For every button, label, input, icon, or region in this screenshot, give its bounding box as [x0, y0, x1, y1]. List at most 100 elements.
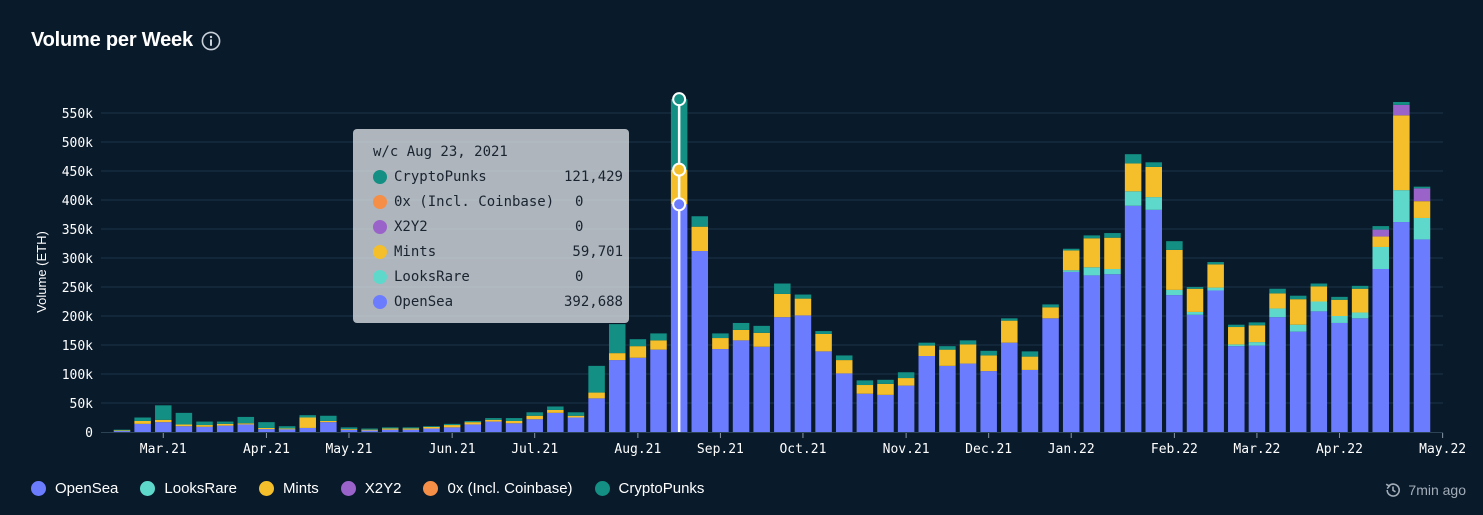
- bar-segment-opensea[interactable]: [340, 429, 358, 432]
- bar-segment-cryptopunks[interactable]: [980, 350, 997, 356]
- legend-item-opensea[interactable]: OpenSea: [31, 480, 118, 497]
- week-bar-8[interactable]: [278, 426, 296, 432]
- bar-segment-mints[interactable]: [278, 428, 296, 430]
- bar-segment-opensea[interactable]: [877, 394, 894, 432]
- bar-segment-cryptopunks[interactable]: [629, 339, 647, 347]
- bar-segment-opensea[interactable]: [547, 412, 564, 432]
- volume-chart[interactable]: 0 50k 100k 150k 200k 250k 300k 350k 400k 450k 500k…: [0, 0, 1483, 470]
- bar-segment-opensea[interactable]: [918, 356, 936, 432]
- bar-segment-opensea[interactable]: [278, 429, 296, 432]
- bar-segment-cryptopunks[interactable]: [1372, 226, 1389, 230]
- bar-segment-cryptopunks[interactable]: [650, 333, 667, 341]
- bar-segment-opensea[interactable]: [402, 429, 420, 432]
- bar-segment-looksrare[interactable]: [1083, 267, 1101, 276]
- bar-segment-opensea[interactable]: [1021, 369, 1039, 432]
- bar-segment-mints[interactable]: [216, 423, 234, 426]
- bar-segment-cryptopunks[interactable]: [939, 346, 956, 350]
- bar-segment-mints[interactable]: [237, 423, 255, 425]
- week-bar-46[interactable]: [1062, 248, 1080, 432]
- week-bar-43[interactable]: [1001, 318, 1018, 432]
- bar-segment-opensea[interactable]: [1104, 274, 1121, 432]
- bar-segment-cryptopunks[interactable]: [258, 422, 275, 428]
- bar-segment-x2y2[interactable]: [1393, 104, 1410, 116]
- bar-segment-opensea[interactable]: [216, 425, 234, 432]
- bar-segment-mints[interactable]: [1062, 250, 1080, 271]
- bar-segment-opensea[interactable]: [382, 429, 399, 432]
- week-bar-57[interactable]: [1289, 295, 1307, 432]
- week-bar-54[interactable]: [1228, 324, 1245, 432]
- bar-segment-looksrare[interactable]: [1062, 270, 1080, 272]
- bar-segment-opensea[interactable]: [629, 357, 647, 432]
- bar-segment-cryptopunks[interactable]: [1145, 162, 1162, 167]
- bar-segment-mints[interactable]: [856, 385, 874, 394]
- bar-segment-opensea[interactable]: [691, 251, 709, 432]
- bar-segment-mints[interactable]: [835, 360, 853, 374]
- bar-segment-opensea[interactable]: [258, 429, 275, 432]
- bar-segment-mints[interactable]: [815, 333, 832, 352]
- bar-segment-looksrare[interactable]: [1393, 190, 1410, 223]
- bar-segment-mints[interactable]: [423, 426, 440, 429]
- bar-segment-cryptopunks[interactable]: [1269, 288, 1286, 294]
- week-bar-42[interactable]: [980, 350, 997, 432]
- bar-segment-opensea[interactable]: [505, 423, 523, 432]
- bar-segment-cryptopunks[interactable]: [691, 216, 709, 227]
- bar-segment-cryptopunks[interactable]: [134, 417, 151, 421]
- week-bar-12[interactable]: [361, 428, 378, 432]
- week-bar-35[interactable]: [835, 355, 853, 432]
- bar-segment-mints[interactable]: [1021, 356, 1039, 370]
- bar-segment-opensea[interactable]: [1269, 317, 1286, 432]
- week-bar-16[interactable]: [443, 423, 461, 432]
- bar-segment-cryptopunks[interactable]: [959, 340, 977, 345]
- bar-segment-opensea[interactable]: [1042, 318, 1059, 432]
- bar-segment-looksrare[interactable]: [1228, 344, 1245, 347]
- bar-segment-looksrare[interactable]: [1124, 191, 1142, 206]
- bar-segment-opensea[interactable]: [1228, 346, 1245, 432]
- bar-segment-cryptopunks[interactable]: [918, 342, 936, 346]
- bar-segment-cryptopunks[interactable]: [608, 324, 626, 354]
- week-bar-5[interactable]: [216, 421, 234, 432]
- info-icon[interactable]: [201, 31, 221, 51]
- bar-segment-mints[interactable]: [939, 349, 956, 366]
- week-bar-29[interactable]: [712, 333, 729, 432]
- week-bar-39[interactable]: [918, 342, 936, 432]
- bar-segment-x2y2[interactable]: [1372, 229, 1389, 237]
- bar-segment-cryptopunks[interactable]: [1124, 154, 1142, 164]
- bar-segment-mints[interactable]: [980, 355, 997, 372]
- bar-segment-mints[interactable]: [1289, 299, 1307, 325]
- bar-segment-mints[interactable]: [382, 428, 399, 430]
- week-bar-20[interactable]: [526, 412, 543, 432]
- week-bar-10[interactable]: [320, 415, 337, 432]
- bar-segment-cryptopunks[interactable]: [299, 415, 316, 418]
- bar-segment-opensea[interactable]: [835, 373, 853, 432]
- bar-segment-cryptopunks[interactable]: [526, 412, 543, 416]
- week-bar-30[interactable]: [732, 322, 750, 432]
- bar-segment-cryptopunks[interactable]: [753, 325, 770, 333]
- bar-segment-mints[interactable]: [1207, 264, 1224, 288]
- bar-segment-mints[interactable]: [877, 383, 894, 395]
- bar-segment-cryptopunks[interactable]: [1042, 304, 1059, 308]
- week-bar-45[interactable]: [1042, 304, 1059, 432]
- bar-segment-mints[interactable]: [691, 226, 709, 252]
- bar-segment-mints[interactable]: [340, 429, 358, 430]
- bar-segment-mints[interactable]: [959, 344, 977, 364]
- bar-segment-cryptopunks[interactable]: [1228, 324, 1245, 328]
- week-bar-2[interactable]: [155, 405, 172, 432]
- bar-segment-looksrare[interactable]: [1104, 269, 1121, 275]
- bar-segment-cryptopunks[interactable]: [1166, 241, 1183, 250]
- week-bar-17[interactable]: [464, 420, 482, 432]
- bar-segment-opensea[interactable]: [1145, 209, 1162, 432]
- bar-segment-mints[interactable]: [1351, 288, 1369, 313]
- bar-segment-mints[interactable]: [320, 420, 337, 423]
- week-bar-34[interactable]: [815, 331, 832, 432]
- bar-segment-mints[interactable]: [1269, 293, 1286, 309]
- bar-segment-opensea[interactable]: [1413, 239, 1431, 432]
- bar-segment-opensea[interactable]: [1289, 331, 1307, 432]
- bar-segment-opensea[interactable]: [608, 360, 626, 432]
- bar-segment-mints[interactable]: [712, 338, 729, 350]
- bar-segment-mints[interactable]: [155, 419, 172, 423]
- bar-segment-opensea[interactable]: [526, 419, 543, 432]
- week-bar-50[interactable]: [1145, 162, 1162, 432]
- week-bar-63[interactable]: [1413, 186, 1431, 432]
- legend-item-0x[interactable]: 0x (Incl. Coinbase): [423, 480, 573, 497]
- bar-segment-looksrare[interactable]: [1166, 289, 1183, 296]
